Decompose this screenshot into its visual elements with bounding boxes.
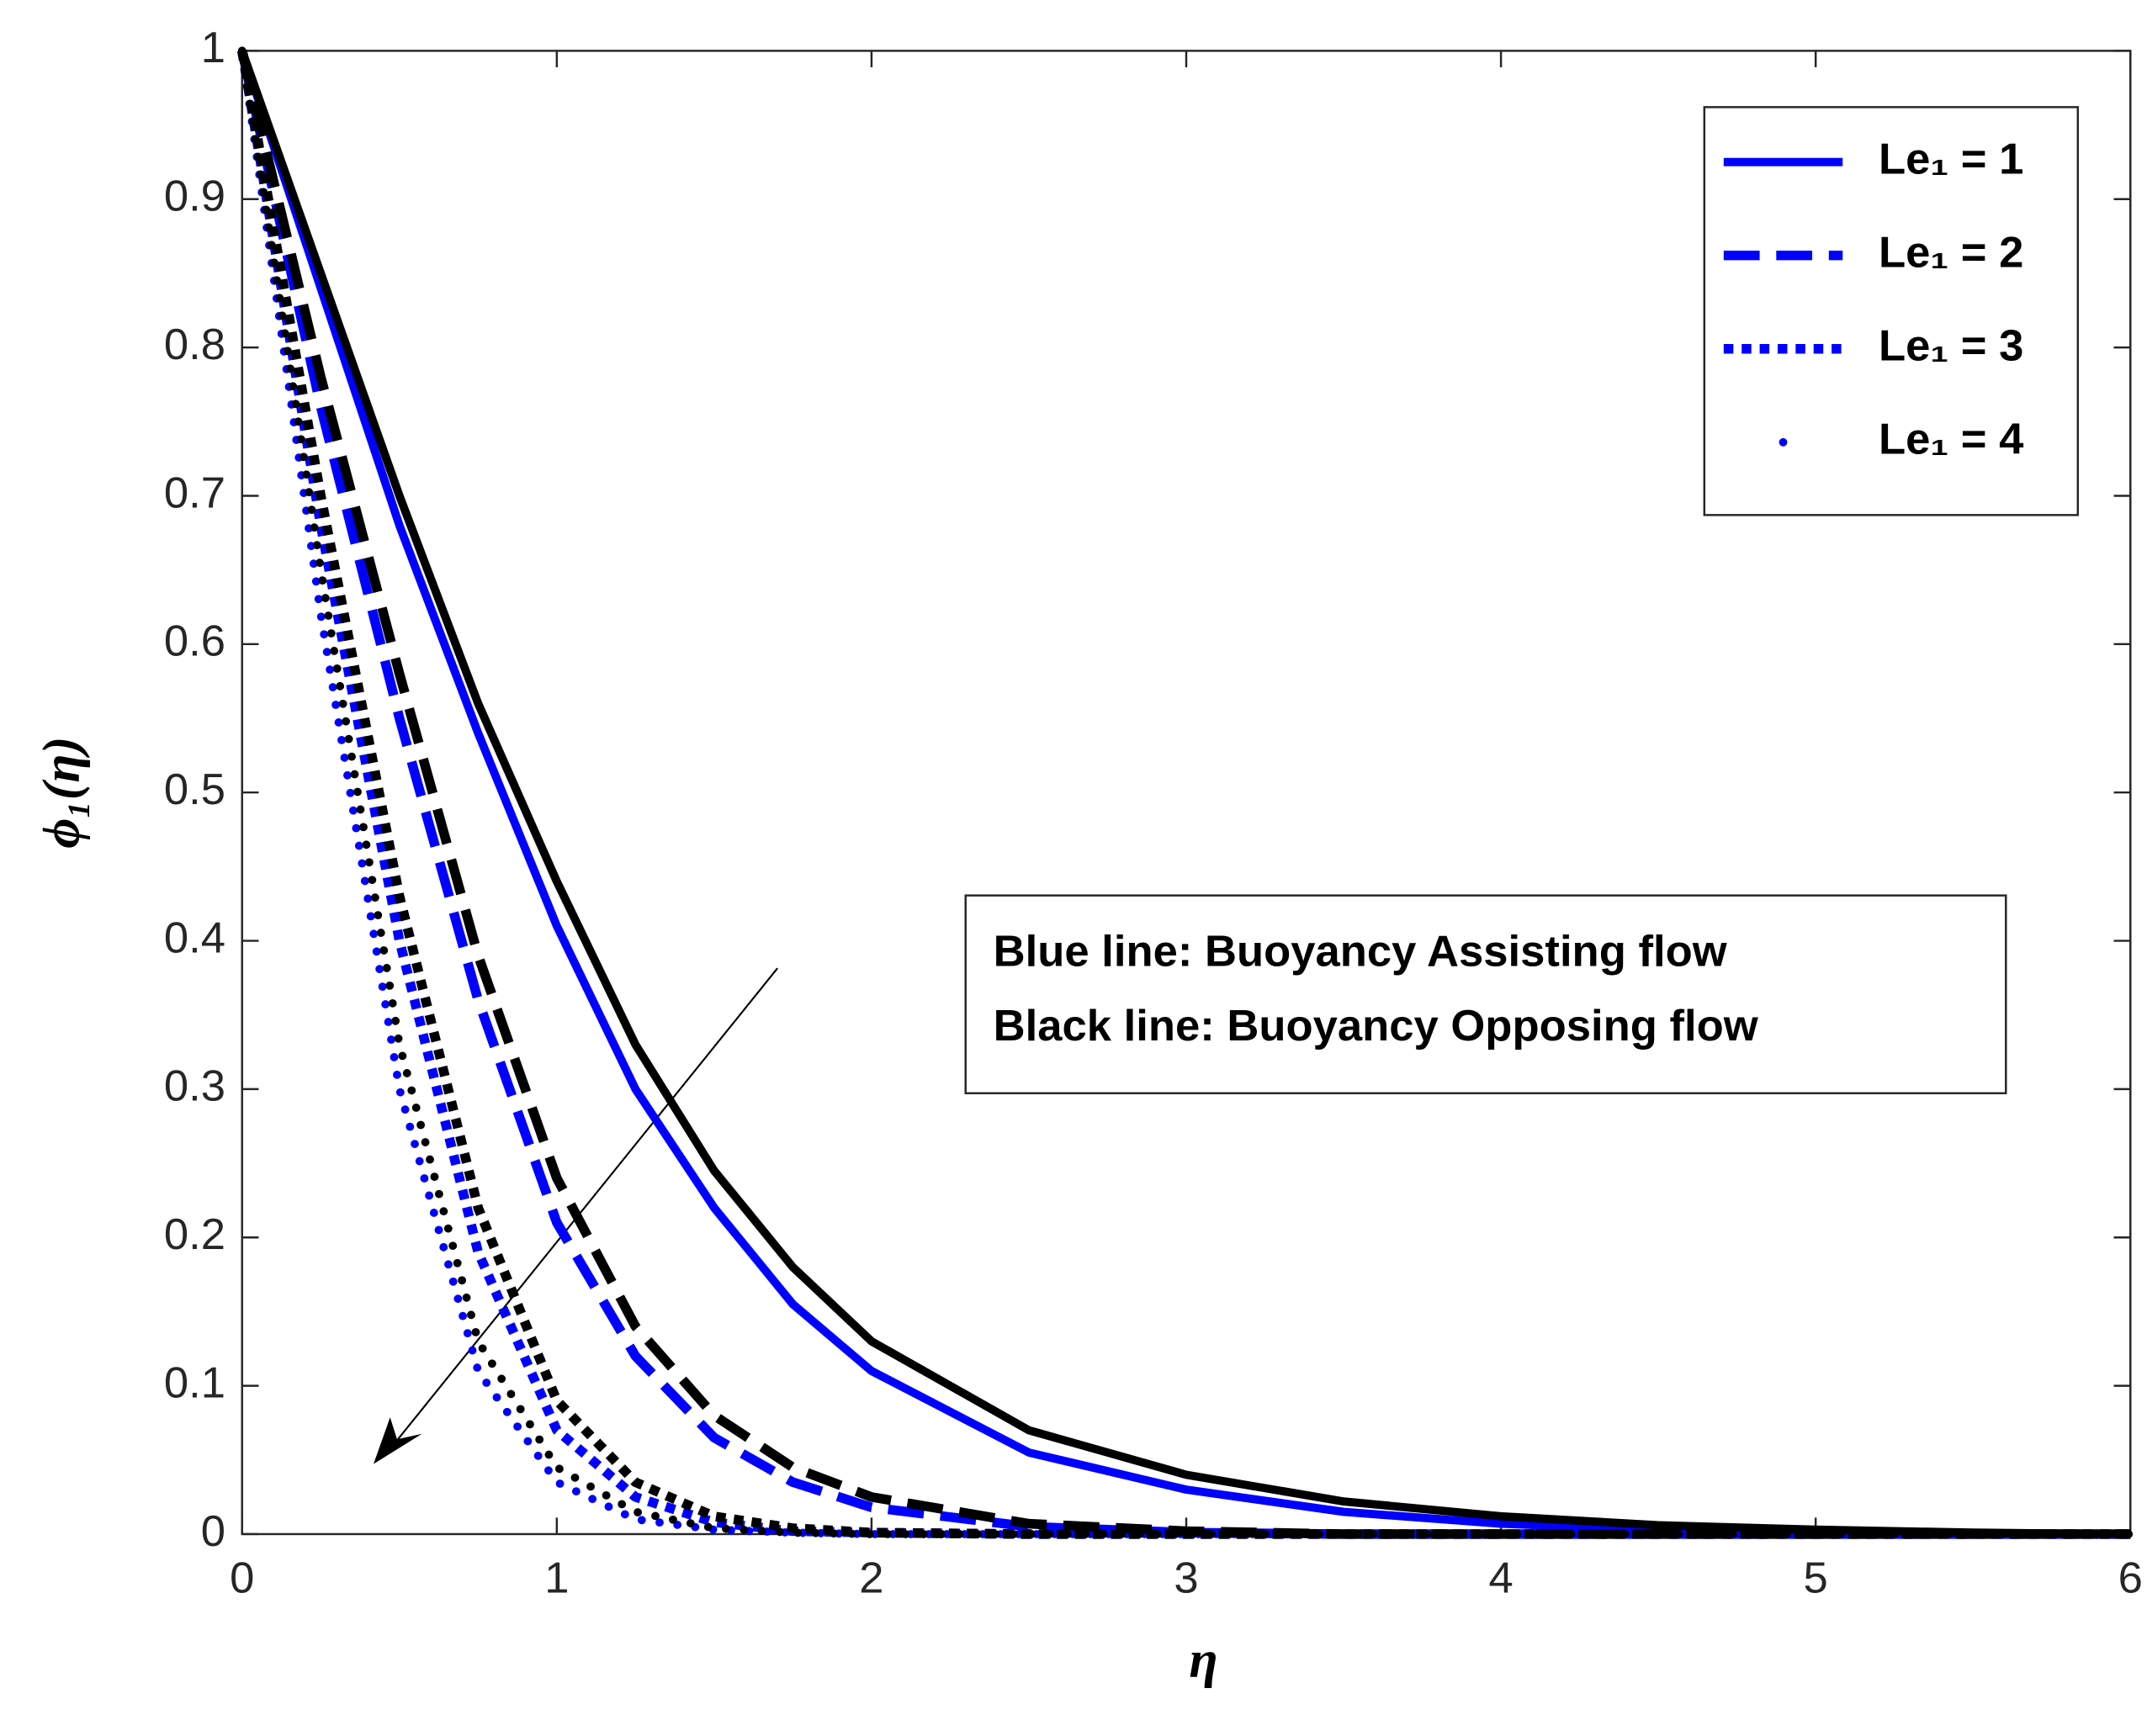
x-tick-label: 3 [1174, 1553, 1198, 1602]
x-tick-label: 4 [1488, 1553, 1513, 1602]
annotation-box [964, 894, 2007, 1095]
arrow-head [373, 1417, 422, 1464]
x-axis-label: η [1189, 1632, 1217, 1689]
annotation: Blue line: Buoyancy Assisting flow [994, 928, 1727, 977]
y-tick-label: 0.8 [164, 320, 225, 369]
y-tick-label: 0.4 [164, 914, 225, 963]
trend-arrow [384, 967, 778, 1457]
y-tick-label: 1 [201, 24, 225, 72]
x-tick-label: 1 [544, 1553, 569, 1602]
y-tick-label: 0.9 [164, 172, 225, 221]
x-tick-label: 5 [1804, 1553, 1828, 1602]
legend-label: Le₁ = 2 [1879, 229, 2023, 278]
y-tick-label: 0.2 [164, 1210, 225, 1259]
legend-label: Le₁ = 1 [1879, 135, 2023, 184]
x-tick-label: 0 [230, 1553, 254, 1602]
y-tick-label: 0.7 [164, 468, 225, 517]
y-axis-label: ϕ₁(η) [33, 737, 90, 849]
legend-box [1703, 106, 2080, 516]
y-tick-label: 0.6 [164, 617, 225, 666]
x-tick-label: 6 [2118, 1553, 2143, 1602]
series-line [237, 50, 2131, 1539]
legend-label: Le₁ = 3 [1879, 322, 2023, 371]
y-tick-label: 0.1 [164, 1359, 225, 1408]
series-line [238, 49, 2131, 1538]
series-line [237, 46, 2135, 1538]
legend-label: Le₁ = 4 [1879, 415, 2023, 464]
annotation: Black line: Buoyancy Opposing flow [994, 1002, 1758, 1051]
y-tick-label: 0 [201, 1507, 225, 1556]
y-tick-label: 0.5 [164, 765, 225, 814]
y-tick-label: 0.3 [164, 1062, 225, 1111]
x-tick-label: 2 [859, 1553, 883, 1602]
